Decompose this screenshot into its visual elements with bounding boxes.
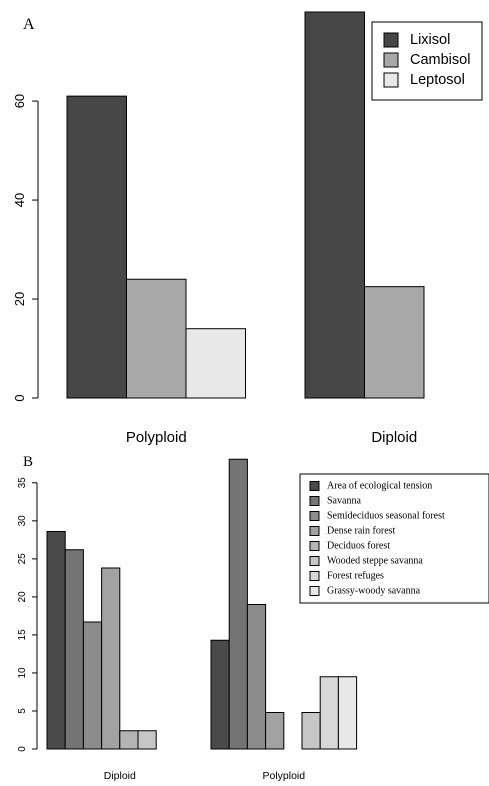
bar <box>337 676 358 750</box>
legend-key <box>383 32 399 48</box>
y-tick-label: 10 <box>17 667 28 679</box>
panel-label: A <box>23 16 35 33</box>
y-tick-label: 40 <box>12 193 27 207</box>
legend-key <box>309 511 320 521</box>
x-category-label: Polyploid <box>262 770 305 782</box>
y-axis: 0 20 40 60 <box>12 94 39 402</box>
legend-box <box>299 473 489 604</box>
legend-label: Cambisol <box>410 52 470 68</box>
legend-key <box>309 526 320 536</box>
y-tick-label: 35 <box>17 477 28 489</box>
y-tick-label: 30 <box>17 515 28 527</box>
legend-key <box>383 52 399 68</box>
y-tick-label: 5 <box>17 708 28 714</box>
legend-key <box>309 481 320 491</box>
bar <box>119 730 139 750</box>
legend-label: Dense rain forest <box>327 526 396 537</box>
legend-key <box>309 496 320 506</box>
legend-key <box>309 571 320 581</box>
legend-label: Forest refuges <box>327 571 384 582</box>
legend-label: Deciduos forest <box>327 541 390 552</box>
legend-label: Grassy-woody savanna <box>327 586 421 597</box>
legend: Area of ecological tension Savanna Semidec… <box>299 473 489 604</box>
legend: Lixisol Cambisol Leptosol <box>371 21 483 101</box>
panel-label: B <box>23 454 33 470</box>
y-tick-label: 60 <box>12 94 27 108</box>
legend-key <box>309 586 320 596</box>
bar <box>126 278 187 399</box>
bar <box>185 328 246 399</box>
y-tick-label: 0 <box>12 394 27 401</box>
legend-label: Lixisol <box>410 32 450 48</box>
x-category-label: Diploid <box>104 770 136 782</box>
bar <box>301 711 321 750</box>
bar <box>210 639 230 750</box>
y-tick-label: 0 <box>17 746 28 752</box>
bar <box>46 530 66 750</box>
x-category-label: Diploid <box>371 429 417 446</box>
bar <box>137 730 157 750</box>
legend-key <box>309 556 320 566</box>
y-tick-label: 20 <box>12 292 27 306</box>
bar <box>64 549 84 750</box>
bar <box>228 458 248 750</box>
panel-b: B 0 5 10 15 20 25 30 35 Diploid Polyploid Area of e… <box>17 454 489 782</box>
bar <box>364 286 425 399</box>
legend-label: Area of ecological tension <box>327 481 432 492</box>
y-tick-label: 25 <box>17 553 28 565</box>
bar <box>265 711 285 750</box>
bar <box>319 676 339 750</box>
legend-label: Leptosol <box>410 72 465 88</box>
bar <box>82 621 103 750</box>
bar <box>304 11 365 399</box>
y-axis: 0 5 10 15 20 25 30 35 <box>17 477 38 752</box>
x-category-label: Polyploid <box>126 429 187 446</box>
legend-label: Wooded steppe savanna <box>327 556 423 567</box>
y-tick-label: 15 <box>17 629 28 641</box>
legend-label: Savanna <box>327 496 361 507</box>
legend-label: Semideciduos seasonal forest <box>327 511 445 522</box>
legend-key <box>309 541 320 551</box>
bar <box>101 567 121 750</box>
bar <box>66 95 127 399</box>
bar <box>246 604 267 750</box>
y-tick-label: 20 <box>17 591 28 603</box>
legend-key <box>383 72 399 88</box>
